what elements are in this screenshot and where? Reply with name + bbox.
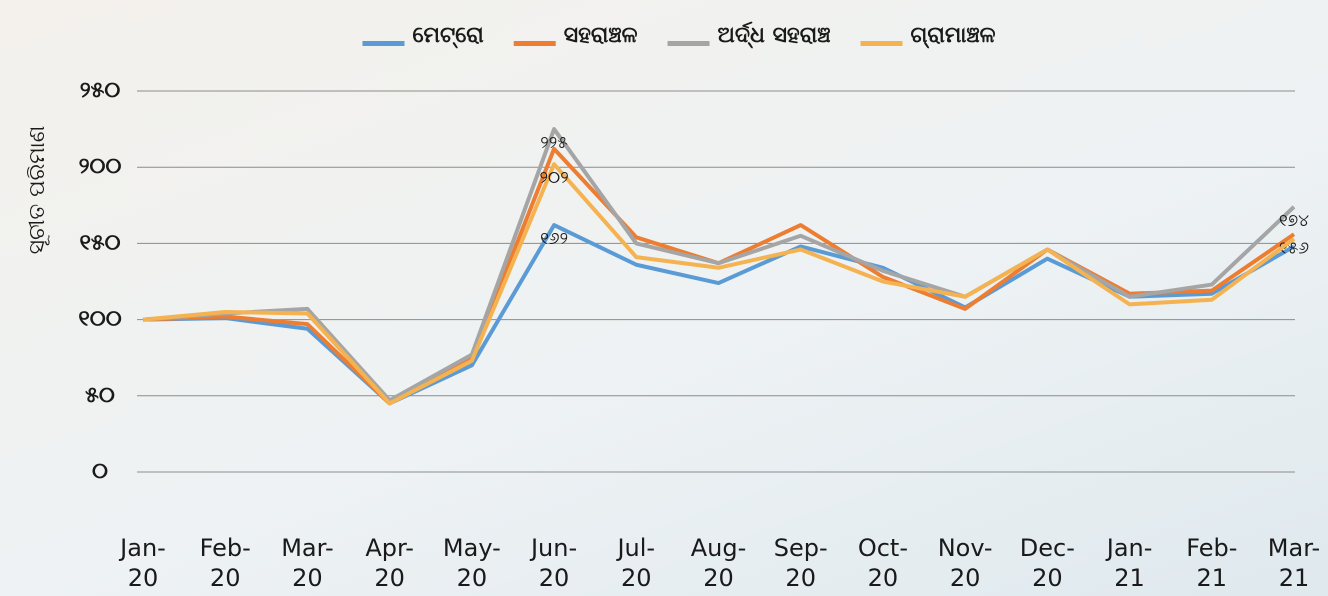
x-tick-label: Nov- 20 — [935, 533, 995, 593]
x-tick-label: Feb- 21 — [1182, 533, 1242, 593]
y-tick-label: ୫୦ — [85, 383, 115, 408]
legend-label: ମେଟ୍ରୋ — [412, 23, 484, 49]
legend-swatch — [861, 41, 903, 46]
x-tick-label: Mar- 21 — [1264, 533, 1324, 593]
line — [143, 129, 1294, 400]
data-label: ୧୭୪ — [1279, 211, 1309, 231]
x-tick-label: May- 20 — [442, 533, 502, 593]
x-tick-label: Mar- 20 — [277, 533, 337, 593]
data-label: ୨୨୫ — [540, 133, 568, 153]
legend-swatch — [668, 41, 710, 46]
legend-swatch — [514, 41, 556, 46]
data-label: ୨୦୨ — [539, 168, 568, 188]
x-tick-label: Jul- 20 — [606, 533, 666, 593]
y-tick-label: ୧୦୦ — [78, 307, 121, 332]
chart-page: ସୂଚୀତ ପରିମାଣ ୦୫୦୧୦୦୧୫୦୨୦୦୨୫୦୧୬୨୧୫୬୨୨୫୧୭୪… — [0, 0, 1328, 596]
chart: ସୂଚୀତ ପରିମାଣ ୦୫୦୧୦୦୧୫୦୨୦୦୨୫୦୧୬୨୧୫୬୨୨୫୧୭୪… — [0, 0, 1328, 596]
x-tick-label: Apr- 20 — [360, 533, 420, 593]
legend-label: ସହରାଞ୍ଚଳ — [564, 23, 638, 48]
x-tick-label: Dec- 20 — [1017, 533, 1077, 593]
y-axis-label: ସୂଚୀତ ପରିମାଣ — [25, 126, 51, 255]
legend-swatch — [362, 41, 404, 46]
x-tick-label: Jan- 20 — [113, 533, 173, 593]
data-label: ୧୬୨ — [540, 229, 568, 249]
line — [143, 225, 1294, 403]
legend-label: ଗ୍ରାମାଞ୍ଚଳ — [911, 23, 996, 49]
y-tick-label: ୧୫୦ — [79, 230, 120, 255]
line — [143, 149, 1294, 404]
x-tick-label: Sep- 20 — [771, 533, 831, 593]
y-tick-label: ୨୫୦ — [80, 78, 121, 103]
x-tick-label: Feb- 20 — [195, 533, 255, 593]
legend-label: ଅର୍ଦ୍ଧ ସହରାଞ୍ଚ — [718, 21, 831, 49]
x-tick-label: Jun- 20 — [524, 533, 584, 593]
x-tick-label: Jan- 21 — [1100, 533, 1160, 593]
y-tick-label: ୦ — [92, 459, 108, 484]
x-tick-label: Oct- 20 — [853, 533, 913, 593]
y-tick-label: ୨୦୦ — [79, 154, 122, 179]
x-tick-label: Aug- 20 — [689, 533, 749, 593]
